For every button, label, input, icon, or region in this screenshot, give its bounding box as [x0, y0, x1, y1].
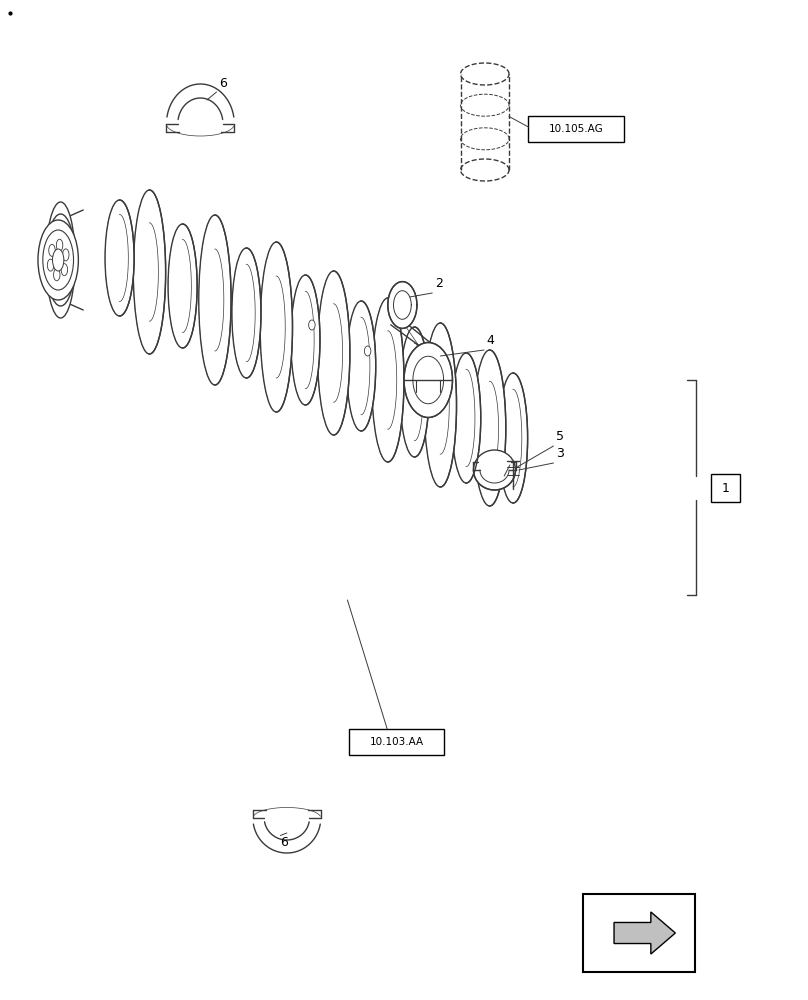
Ellipse shape	[418, 377, 424, 387]
Ellipse shape	[38, 220, 78, 300]
Ellipse shape	[46, 224, 75, 296]
Ellipse shape	[473, 350, 506, 506]
Ellipse shape	[133, 190, 166, 354]
Ellipse shape	[364, 346, 371, 356]
Ellipse shape	[404, 342, 452, 418]
Text: 10.103.AA: 10.103.AA	[370, 737, 423, 747]
Bar	[711, 474, 740, 502]
Ellipse shape	[260, 242, 292, 412]
Ellipse shape	[48, 244, 55, 256]
Ellipse shape	[43, 230, 74, 290]
Ellipse shape	[46, 202, 75, 318]
Ellipse shape	[424, 323, 457, 487]
Ellipse shape	[452, 353, 481, 483]
Ellipse shape	[105, 200, 134, 316]
Polygon shape	[614, 912, 675, 954]
Ellipse shape	[473, 450, 516, 490]
Text: 6: 6	[280, 836, 288, 849]
Ellipse shape	[48, 259, 54, 271]
Bar	[349, 729, 444, 755]
Ellipse shape	[309, 320, 315, 330]
Ellipse shape	[347, 301, 376, 431]
Ellipse shape	[388, 282, 417, 328]
Ellipse shape	[232, 248, 261, 378]
Bar	[528, 116, 624, 142]
Ellipse shape	[62, 249, 69, 261]
Ellipse shape	[318, 271, 350, 435]
Text: 6: 6	[219, 77, 227, 90]
Ellipse shape	[499, 373, 528, 503]
Ellipse shape	[53, 249, 64, 271]
Ellipse shape	[46, 214, 75, 306]
Text: 4: 4	[486, 334, 494, 347]
Ellipse shape	[61, 264, 68, 276]
Text: 1: 1	[722, 482, 730, 494]
Ellipse shape	[400, 327, 429, 457]
Ellipse shape	[291, 275, 320, 405]
Text: 3: 3	[556, 447, 564, 460]
Ellipse shape	[168, 224, 197, 348]
Ellipse shape	[199, 215, 231, 385]
Ellipse shape	[53, 269, 60, 281]
Text: 2: 2	[435, 277, 443, 290]
Text: 5: 5	[556, 430, 564, 443]
Text: 10.105.AG: 10.105.AG	[549, 124, 604, 134]
Ellipse shape	[372, 298, 404, 462]
Bar	[583, 894, 695, 972]
Ellipse shape	[57, 239, 63, 251]
